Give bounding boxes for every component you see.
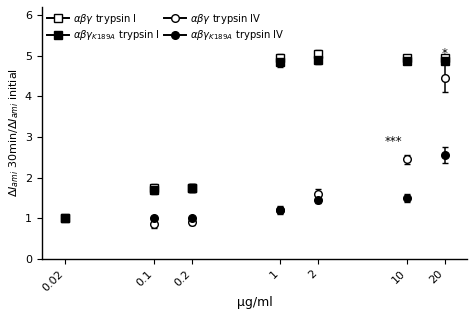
- Text: ***: ***: [384, 136, 402, 149]
- Text: *: *: [442, 47, 448, 60]
- X-axis label: μg/ml: μg/ml: [237, 296, 272, 309]
- Y-axis label: $\Delta I_{ami}$ 30min/$\Delta I_{ami}$ initial: $\Delta I_{ami}$ 30min/$\Delta I_{ami}$ …: [7, 69, 21, 198]
- Legend: $\alpha\beta\gamma$ trypsin I, $\alpha\beta\gamma_{K189A}$ trypsin I, $\alpha\be: $\alpha\beta\gamma$ trypsin I, $\alpha\b…: [43, 8, 288, 46]
